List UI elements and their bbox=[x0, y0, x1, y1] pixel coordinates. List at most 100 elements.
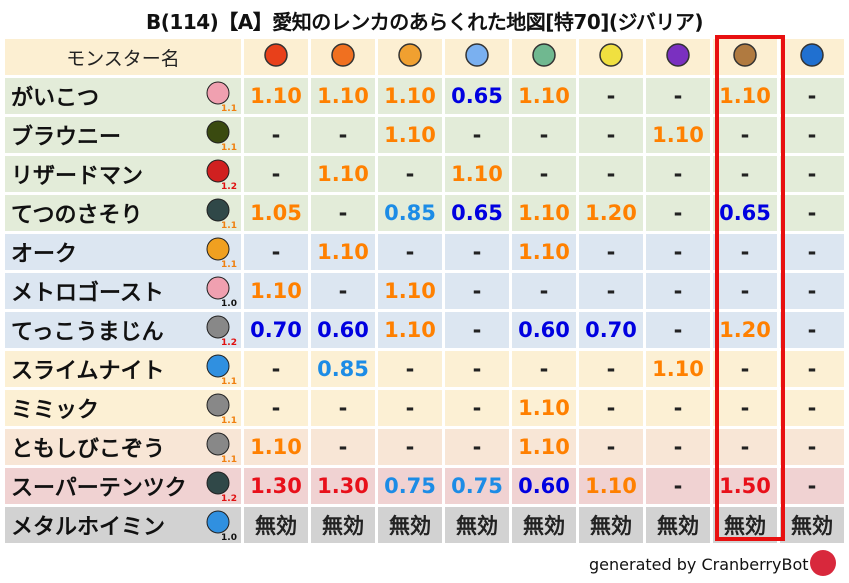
monster-name: スライムナイト bbox=[11, 359, 165, 384]
element-header bbox=[311, 39, 375, 75]
resistance-value: - bbox=[646, 234, 710, 270]
highlight-column-box bbox=[715, 35, 785, 541]
monster-name-cell: メタルホイミン 1.0 bbox=[5, 507, 241, 543]
fire-meteor-icon bbox=[264, 43, 288, 67]
element-header bbox=[244, 39, 308, 75]
resistance-value: - bbox=[378, 429, 442, 465]
resistance-value: 無効 bbox=[646, 507, 710, 543]
resistance-value: 1.10 bbox=[512, 234, 576, 270]
resistance-value: 無効 bbox=[311, 507, 375, 543]
resistance-value: 1.10 bbox=[445, 156, 509, 192]
brick-icon bbox=[206, 315, 230, 339]
brick-icon bbox=[206, 393, 230, 417]
explosion-icon bbox=[398, 43, 422, 67]
earth-icon bbox=[733, 43, 757, 67]
resistance-value: 1.10 bbox=[713, 78, 777, 114]
resistance-value: - bbox=[780, 351, 844, 387]
resistance-value: - bbox=[445, 273, 509, 309]
resistance-value: - bbox=[311, 273, 375, 309]
element-header bbox=[646, 39, 710, 75]
resistance-value: - bbox=[646, 390, 710, 426]
table-row: がいこつ 1.1 1.10 1.10 1.10 0.65 1.10- -1.10- bbox=[5, 78, 844, 114]
element-header bbox=[780, 39, 844, 75]
resistance-value: - bbox=[780, 390, 844, 426]
resistance-value: 1.30 bbox=[244, 468, 308, 504]
rank-label: 1.1 bbox=[221, 143, 237, 153]
tornado-icon bbox=[532, 43, 556, 67]
resistance-value: - bbox=[579, 78, 643, 114]
monster-name: ブラウニー bbox=[11, 125, 122, 150]
resistance-value: - bbox=[378, 234, 442, 270]
resistance-value: - bbox=[579, 117, 643, 153]
rank-label: 1.0 bbox=[221, 533, 237, 543]
flame-icon bbox=[331, 43, 355, 67]
resistance-value: 1.10 bbox=[512, 429, 576, 465]
resistance-value: - bbox=[780, 78, 844, 114]
monster-name: がいこつ bbox=[11, 86, 100, 111]
table-row: メタルホイミン 1.0 無効 無効 無効 無効 無効 無効 無効 無効 無効 bbox=[5, 507, 844, 543]
table-row: ミミック 1.1- - - -1.10- - - - bbox=[5, 390, 844, 426]
resistance-value: - bbox=[713, 156, 777, 192]
resistance-value: 0.60 bbox=[311, 312, 375, 348]
resistance-value: - bbox=[579, 156, 643, 192]
resistance-value: 1.10 bbox=[311, 234, 375, 270]
skull-icon bbox=[206, 81, 230, 105]
table-row: てつのさそり 1.1 1.05-0.85 0.65 1.10 1.20-0.65- bbox=[5, 195, 844, 231]
resistance-value: 1.20 bbox=[579, 195, 643, 231]
resistance-value: - bbox=[311, 429, 375, 465]
monster-name-cell: ブラウニー 1.1 bbox=[5, 117, 241, 153]
monster-name-cell: スーパーテンツク 1.2 bbox=[5, 468, 241, 504]
resistance-value: 0.85 bbox=[378, 195, 442, 231]
resistance-value: 1.05 bbox=[244, 195, 308, 231]
resistance-value: 1.10 bbox=[244, 429, 308, 465]
monster-name-cell: ミミック 1.1 bbox=[5, 390, 241, 426]
resistance-value: 無効 bbox=[579, 507, 643, 543]
resistance-value: - bbox=[780, 429, 844, 465]
resistance-value: - bbox=[713, 390, 777, 426]
resistance-value: - bbox=[646, 312, 710, 348]
resistance-value: - bbox=[713, 234, 777, 270]
resistance-value: 1.10 bbox=[311, 78, 375, 114]
brick-icon bbox=[206, 432, 230, 456]
rank-label: 1.1 bbox=[221, 377, 237, 387]
resistance-value: - bbox=[780, 117, 844, 153]
resistance-value: - bbox=[646, 429, 710, 465]
resistance-value: 無効 bbox=[512, 507, 576, 543]
resistance-value: - bbox=[445, 351, 509, 387]
resistance-value: - bbox=[311, 390, 375, 426]
dark-icon bbox=[666, 43, 690, 67]
resistance-value: 0.70 bbox=[244, 312, 308, 348]
slime-icon bbox=[206, 354, 230, 378]
table-row: ともしびこぞう 1.1 1.10- - -1.10- - - - bbox=[5, 429, 844, 465]
resistance-value: 1.10 bbox=[646, 117, 710, 153]
resistance-value: - bbox=[579, 234, 643, 270]
resistance-value: - bbox=[378, 351, 442, 387]
resistance-value: - bbox=[311, 195, 375, 231]
skull-icon bbox=[206, 276, 230, 300]
monster-name-cell: ともしびこぞう 1.1 bbox=[5, 429, 241, 465]
resistance-value: 1.10 bbox=[378, 273, 442, 309]
resistance-value: 1.20 bbox=[713, 312, 777, 348]
monster-name-cell: てつのさそり 1.1 bbox=[5, 195, 241, 231]
resistance-value: - bbox=[579, 390, 643, 426]
monster-name: ともしびこぞう bbox=[11, 437, 166, 462]
rank-label: 1.1 bbox=[221, 455, 237, 465]
resistance-value: - bbox=[445, 117, 509, 153]
monster-name-cell: メトロゴースト 1.0 bbox=[5, 273, 241, 309]
insect-icon bbox=[206, 471, 230, 495]
resistance-value: 無効 bbox=[244, 507, 308, 543]
resistance-value: 0.60 bbox=[512, 312, 576, 348]
resistance-value: 1.10 bbox=[512, 390, 576, 426]
lightning-icon bbox=[599, 43, 623, 67]
rank-label: 1.0 bbox=[221, 299, 237, 309]
ice-icon bbox=[465, 43, 489, 67]
resistance-value: 0.75 bbox=[445, 468, 509, 504]
resistance-value: - bbox=[713, 117, 777, 153]
table-row: スーパーテンツク 1.2 1.30 1.30 0.75 0.75 0.60 1.10-1.50… bbox=[5, 468, 844, 504]
monster-name-header: モンスター名 bbox=[5, 39, 241, 75]
resistance-value: - bbox=[244, 351, 308, 387]
resistance-value: 1.10 bbox=[512, 195, 576, 231]
resistance-value: 無効 bbox=[445, 507, 509, 543]
table-row: ブラウニー 1.1- -1.10- - -1.10- - bbox=[5, 117, 844, 153]
rank-label: 1.2 bbox=[221, 338, 237, 348]
